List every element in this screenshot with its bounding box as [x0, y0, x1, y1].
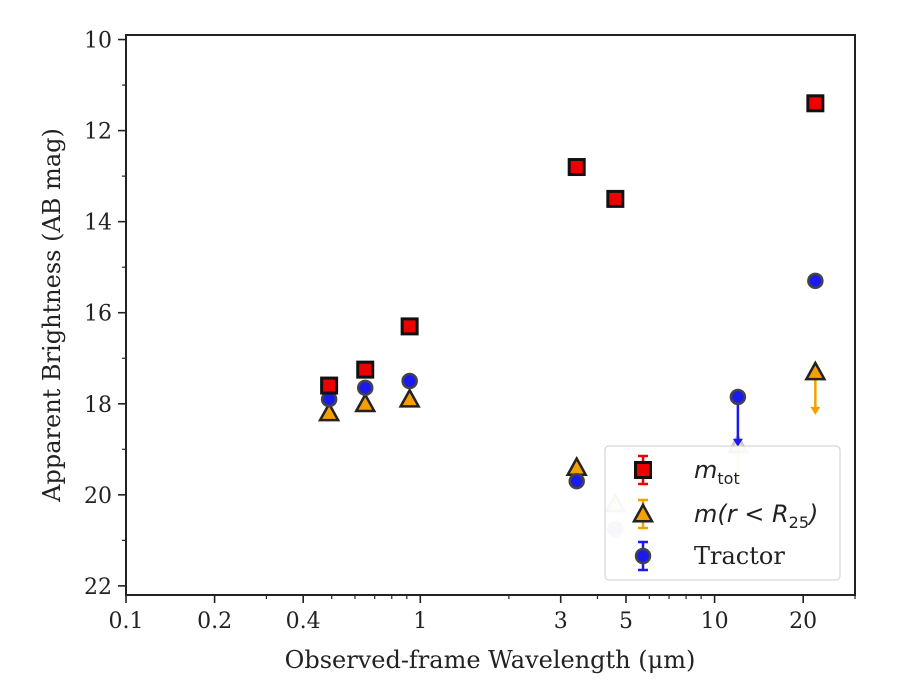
circle-point	[807, 272, 824, 290]
y-tick-label: 20	[84, 484, 112, 509]
square-point	[567, 158, 586, 177]
legend-circle-marker	[634, 547, 652, 565]
square-point	[606, 189, 625, 208]
y-axis-label: Apparent Brightness (AB mag)	[38, 128, 66, 503]
circle-point	[568, 472, 585, 490]
y-tick-label: 22	[84, 575, 112, 600]
y-tick-label: 16	[84, 302, 112, 327]
square-point	[400, 317, 419, 336]
y-tick-label: 18	[84, 393, 112, 418]
triangle-point	[565, 455, 588, 476]
x-tick-label: 5	[619, 609, 633, 634]
x-tick-label: 10	[701, 609, 729, 634]
triangle-point	[354, 392, 377, 413]
x-tick-label: 3	[554, 609, 568, 634]
x-axis-label: Observed-frame Wavelength (μm)	[285, 646, 696, 674]
y-tick-label: 12	[84, 120, 112, 145]
x-tick-label: 0.1	[109, 609, 144, 634]
upper-limit-arrowhead	[810, 406, 821, 415]
legend-triangle-marker	[631, 502, 655, 523]
circle-point	[356, 379, 374, 397]
x-tick-label: 1	[413, 609, 427, 634]
y-tick-label: 10	[84, 29, 112, 54]
circle-point	[401, 372, 418, 390]
triangle-point	[804, 360, 827, 381]
x-tick-label: 0.4	[286, 609, 321, 634]
ticks-layer: 0.1 0.2 0.4 1 3 5 10 20 10 12 14 16 18 20 22	[84, 29, 856, 634]
square-point	[356, 360, 375, 379]
square-point	[806, 94, 825, 113]
x-tick-label: 0.2	[197, 609, 232, 634]
triangle-point	[317, 401, 341, 422]
upper-limit-arrowhead	[732, 438, 743, 447]
x-tick-label: 20	[789, 609, 817, 634]
legend-square-marker	[634, 461, 652, 479]
y-tick-label: 14	[84, 211, 112, 236]
legend-box	[604, 445, 841, 581]
square-point	[320, 376, 339, 395]
circle-point	[729, 388, 747, 406]
plot-frame	[125, 34, 856, 596]
triangle-point	[398, 387, 421, 408]
legend-label: Tractor	[694, 542, 785, 570]
